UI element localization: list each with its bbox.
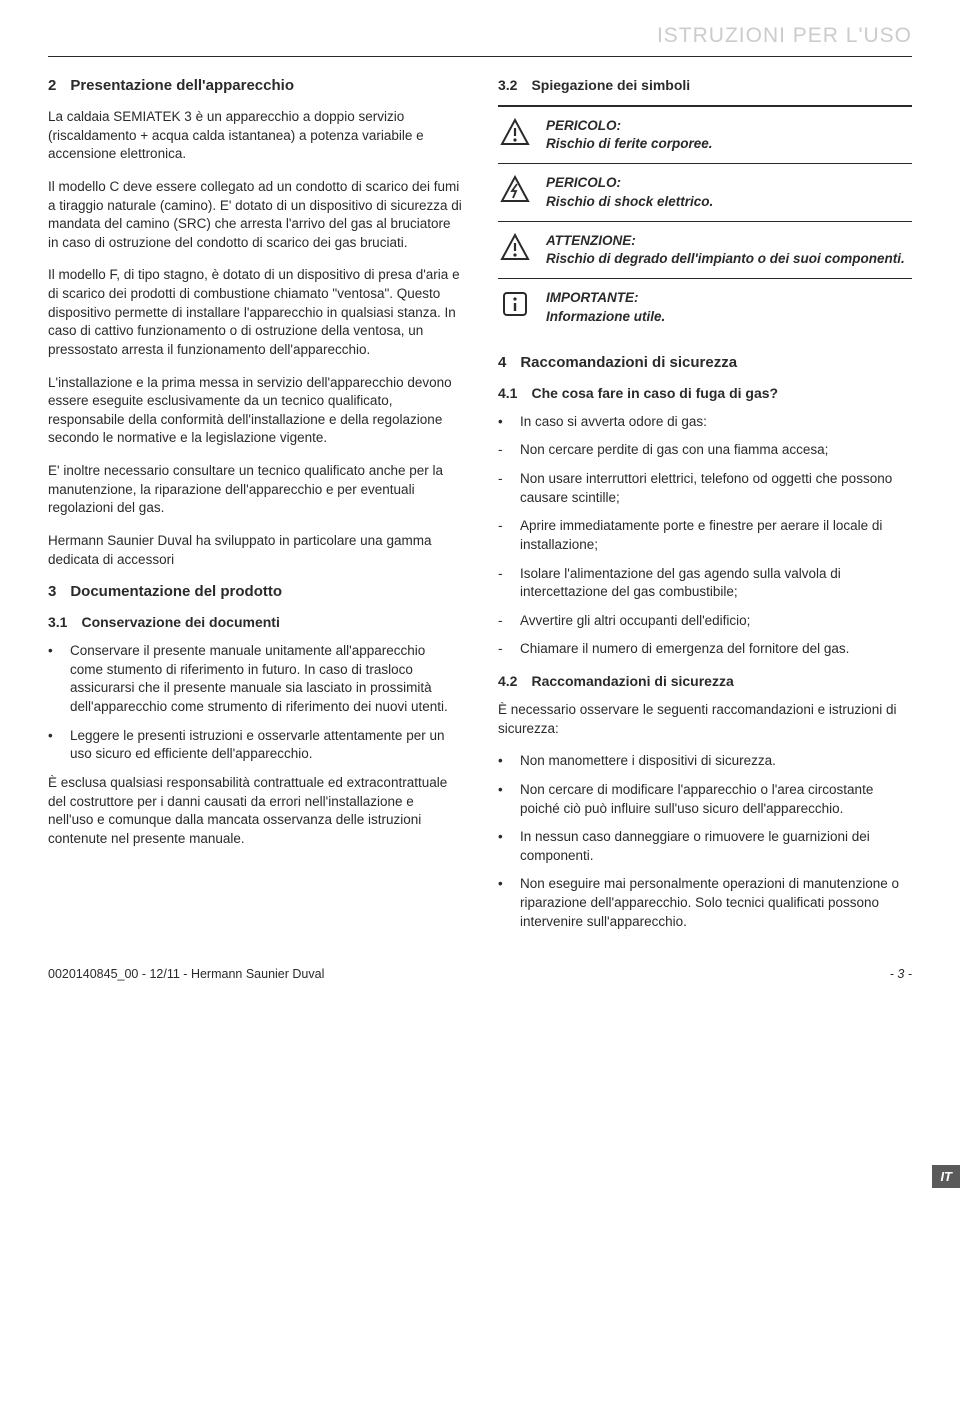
left-column: 2 Presentazione dell'apparecchio La cald… [48,77,462,941]
list-item: Chiamare il numero di emergenza del forn… [498,640,912,659]
section-3-heading: 3 Documentazione del prodotto [48,583,462,600]
section-4-1-heading: 4.1 Che cosa fare in caso di fuga di gas… [498,385,912,401]
symbol-attenzione: ATTENZIONE: Rischio di degrado dell'impi… [498,221,912,278]
section-3-1-heading: 3.1 Conservazione dei documenti [48,614,462,630]
section-3-2-num: 3.2 [498,77,517,93]
section-3-1-title: Conservazione dei documenti [81,614,462,630]
info-box-icon [498,289,532,319]
section-3-num: 3 [48,583,56,600]
section-3-2-title: Spiegazione dei simboli [531,77,912,93]
para-3: Il modello F, di tipo stagno, è dotato d… [48,266,462,359]
list-item: Leggere le presenti istruzioni e osserva… [48,727,462,764]
section-4-1-title: Che cosa fare in caso di fuga di gas? [531,385,912,401]
list-item: Non cercare perdite di gas con una fiamm… [498,441,912,460]
list-item: Non cercare di modificare l'apparecchio … [498,781,912,818]
section-4-2-num: 4.2 [498,673,517,689]
section-2-heading: 2 Presentazione dell'apparecchio [48,77,462,94]
symbol-importante: IMPORTANTE: Informazione utile. [498,278,912,335]
page-footer: 0020140845_00 - 12/11 - Hermann Saunier … [48,967,912,981]
footer-doc-id: 0020140845_00 - 12/11 - Hermann Saunier … [48,967,324,981]
language-tab: IT [932,1165,960,1188]
section-3-1-bullets: Conservare il presente manuale unitament… [48,642,462,764]
list-item: Avvertire gli altri occupanti dell'edifi… [498,612,912,631]
page-header-title: ISTRUZIONI PER L'USO [48,24,912,48]
list-item: Isolare l'alimentazione del gas agendo s… [498,565,912,602]
section-2-title: Presentazione dell'apparecchio [70,77,462,94]
list-item: Non manomettere i dispositivi di sicurez… [498,752,912,771]
section-4-2-title: Raccomandazioni di sicurezza [531,673,912,689]
para-7: È esclusa qualsiasi responsabilità contr… [48,774,462,849]
para-6: Hermann Saunier Duval ha sviluppato in p… [48,532,462,569]
section-2-num: 2 [48,77,56,94]
section-4-1-intro-bullet: In caso si avverta odore di gas: [498,413,912,432]
section-4-heading: 4 Raccomandazioni di sicurezza [498,354,912,371]
footer-page-number: - 3 - [890,967,912,981]
para-4: L'installazione e la prima messa in serv… [48,374,462,449]
section-4-1-num: 4.1 [498,385,517,401]
para-2: Il modello C deve essere collegato ad un… [48,178,462,253]
section-4-title: Raccomandazioni di sicurezza [520,354,912,371]
section-4-1-dashes: Non cercare perdite di gas con una fiamm… [498,441,912,659]
content-columns: 2 Presentazione dell'apparecchio La cald… [48,77,912,941]
section-4-num: 4 [498,354,506,371]
symbol-text: IMPORTANTE: Informazione utile. [546,289,912,325]
warning-exclaim-icon [498,117,532,147]
list-item: In caso si avverta odore di gas: [498,413,912,432]
list-item: Aprire immediatamente porte e finestre p… [498,517,912,554]
section-3-title: Documentazione del prodotto [70,583,462,600]
right-column: 3.2 Spiegazione dei simboli PERICOLO: Ri… [498,77,912,941]
symbol-pericolo-shock: PERICOLO: Rischio di shock elettrico. [498,163,912,220]
section-3-1-num: 3.1 [48,614,67,630]
symbol-text: PERICOLO: Rischio di ferite corporee. [546,117,912,153]
warning-exclaim-icon [498,232,532,262]
symbol-text: ATTENZIONE: Rischio di degrado dell'impi… [546,232,912,268]
warning-bolt-icon [498,174,532,204]
section-4-2-bullets: Non manomettere i dispositivi di sicurez… [498,752,912,931]
section-4-2-heading: 4.2 Raccomandazioni di sicurezza [498,673,912,689]
list-item: Non usare interruttori elettrici, telefo… [498,470,912,507]
list-item: Conservare il presente manuale unitament… [48,642,462,717]
section-3-2-heading: 3.2 Spiegazione dei simboli [498,77,912,93]
section-4-2-intro: È necessario osservare le seguenti racco… [498,701,912,738]
header-rule [48,56,912,57]
symbol-text: PERICOLO: Rischio di shock elettrico. [546,174,912,210]
list-item: Non eseguire mai personalmente operazion… [498,875,912,931]
para-5: E' inoltre necessario consultare un tecn… [48,462,462,518]
symbol-pericolo-ferite: PERICOLO: Rischio di ferite corporee. [498,106,912,163]
list-item: In nessun caso danneggiare o rimuovere l… [498,828,912,865]
para-1: La caldaia SEMIATEK 3 è un apparecchio a… [48,108,462,164]
